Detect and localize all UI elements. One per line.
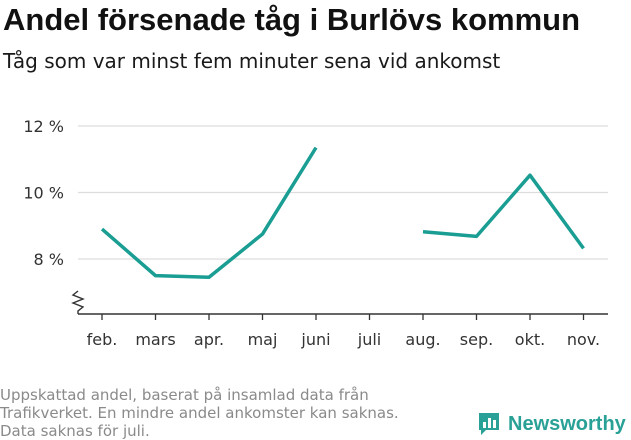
chart-title: Andel försenade tåg i Burlövs kommun [3, 2, 581, 37]
chart-subtitle: Tåg som var minst fem minuter sena vid a… [3, 49, 501, 73]
x-tick-label: juni [300, 330, 330, 349]
axis-break-mark [71, 290, 85, 314]
newsworthy-logo: Newsworthy [477, 410, 626, 438]
y-tick-label: 10 % [23, 184, 64, 203]
series-lines [100, 146, 585, 280]
x-tick-label: aug. [405, 330, 440, 349]
x-tick-label: maj [248, 330, 278, 349]
x-tick-label: nov. [567, 330, 600, 349]
footnote: Uppskattad andel, baserat på insamlad da… [0, 386, 440, 440]
x-tick-label: sep. [460, 330, 493, 349]
series-line [100, 146, 318, 280]
tick-labels: 8 % 10 % 12 % feb. mars apr. maj juni juli aug. se… [23, 117, 600, 349]
line-chart: 8 % 10 % 12 % feb. mars apr. maj juni juli aug. se… [23, 117, 608, 349]
x-tick-label: mars [135, 330, 175, 349]
gridlines [78, 125, 608, 260]
x-tick-label: apr. [194, 330, 224, 349]
y-tick-label: 12 % [23, 117, 64, 136]
footnote-line: Data saknas för juli. [0, 422, 150, 440]
y-tick-label: 8 % [34, 250, 64, 269]
newsworthy-logo-icon [479, 413, 499, 435]
footnote-line: Trafikverket. En mindre andel ankomster … [0, 404, 399, 422]
x-tick-label: feb. [87, 330, 118, 349]
series-line [422, 173, 585, 250]
x-tick-label: okt. [515, 330, 545, 349]
brand-name: Newsworthy [508, 412, 626, 435]
axes [71, 290, 608, 320]
footnote-line: Uppskattad andel, baserat på insamlad da… [0, 386, 369, 404]
x-tick-label: juli [357, 330, 381, 349]
